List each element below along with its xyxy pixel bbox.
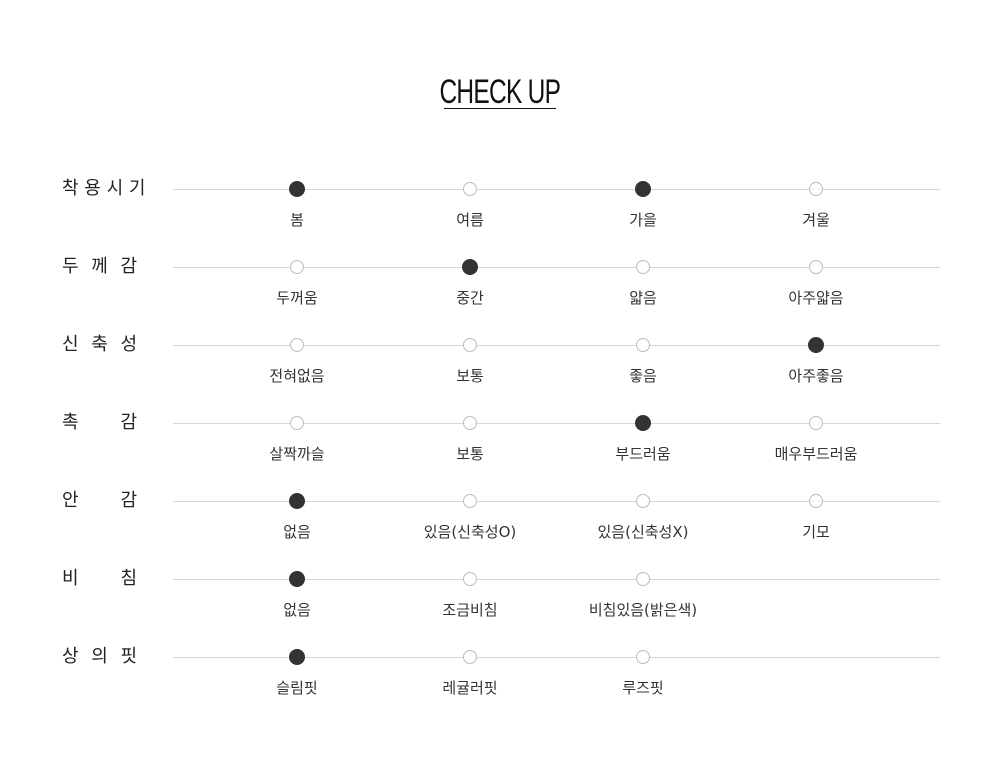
radio-unselected[interactable] (290, 338, 304, 352)
row-divider-line (173, 423, 940, 424)
option-label: 가을 (629, 211, 657, 229)
option-label: 없음 (283, 523, 311, 541)
radio-selected[interactable] (462, 259, 478, 275)
radio-selected[interactable] (808, 337, 824, 353)
option-label: 두꺼움 (276, 289, 318, 307)
radio-unselected[interactable] (636, 260, 650, 274)
page-title: CHECK UP (0, 72, 1000, 112)
title-underline (444, 108, 556, 109)
radio-unselected[interactable] (636, 572, 650, 586)
row-divider-line (173, 345, 940, 346)
option-label: 기모 (802, 523, 830, 541)
option-label: 있음(신축성X) (597, 523, 689, 541)
row-divider-line (173, 189, 940, 190)
row-label: 두 께 감 (62, 256, 137, 277)
option-label: 아주좋음 (788, 367, 844, 385)
radio-unselected[interactable] (463, 416, 477, 430)
row-label: 촉 감 (62, 412, 137, 433)
option-label: 조금비침 (442, 601, 498, 619)
option-label: 보통 (456, 445, 484, 463)
radio-unselected[interactable] (636, 494, 650, 508)
radio-unselected[interactable] (809, 260, 823, 274)
option-label: 비침있음(밝은색) (588, 601, 698, 619)
option-label: 여름 (456, 211, 484, 229)
option-label: 중간 (456, 289, 484, 307)
option-label: 없음 (283, 601, 311, 619)
option-label: 레귤러핏 (442, 679, 498, 697)
radio-unselected[interactable] (290, 416, 304, 430)
option-label: 보통 (456, 367, 484, 385)
option-label: 전혀없음 (269, 367, 325, 385)
option-label: 봄 (290, 211, 304, 229)
radio-unselected[interactable] (636, 338, 650, 352)
radio-unselected[interactable] (463, 182, 477, 196)
option-label: 부드러움 (615, 445, 671, 463)
radio-unselected[interactable] (463, 494, 477, 508)
option-label: 슬림핏 (276, 679, 318, 697)
radio-unselected[interactable] (809, 182, 823, 196)
row-label: 비 침 (62, 568, 137, 589)
row-divider-line (173, 501, 940, 502)
radio-unselected[interactable] (463, 572, 477, 586)
title-text: CHECK UP (439, 73, 561, 111)
radio-selected[interactable] (289, 571, 305, 587)
row-divider-line (173, 657, 940, 658)
option-label: 얇음 (629, 289, 657, 307)
option-label: 살짝까슬 (269, 445, 325, 463)
radio-unselected[interactable] (636, 650, 650, 664)
row-label: 상 의 핏 (62, 646, 137, 667)
radio-selected[interactable] (289, 649, 305, 665)
radio-unselected[interactable] (463, 650, 477, 664)
option-label: 루즈핏 (622, 679, 664, 697)
radio-selected[interactable] (635, 415, 651, 431)
radio-unselected[interactable] (463, 338, 477, 352)
option-label: 있음(신축성O) (423, 523, 517, 541)
row-label: 신 축 성 (62, 334, 137, 355)
option-label: 좋음 (629, 367, 657, 385)
row-divider-line (173, 579, 940, 580)
option-label: 아주얇음 (788, 289, 844, 307)
option-label: 겨울 (802, 211, 830, 229)
row-divider-line (173, 267, 940, 268)
row-label: 안 감 (62, 490, 137, 511)
radio-unselected[interactable] (809, 416, 823, 430)
radio-selected[interactable] (635, 181, 651, 197)
radio-unselected[interactable] (290, 260, 304, 274)
radio-selected[interactable] (289, 493, 305, 509)
option-label: 매우부드러움 (774, 445, 858, 463)
row-label: 착 용 시 기 (62, 178, 146, 199)
radio-selected[interactable] (289, 181, 305, 197)
radio-unselected[interactable] (809, 494, 823, 508)
